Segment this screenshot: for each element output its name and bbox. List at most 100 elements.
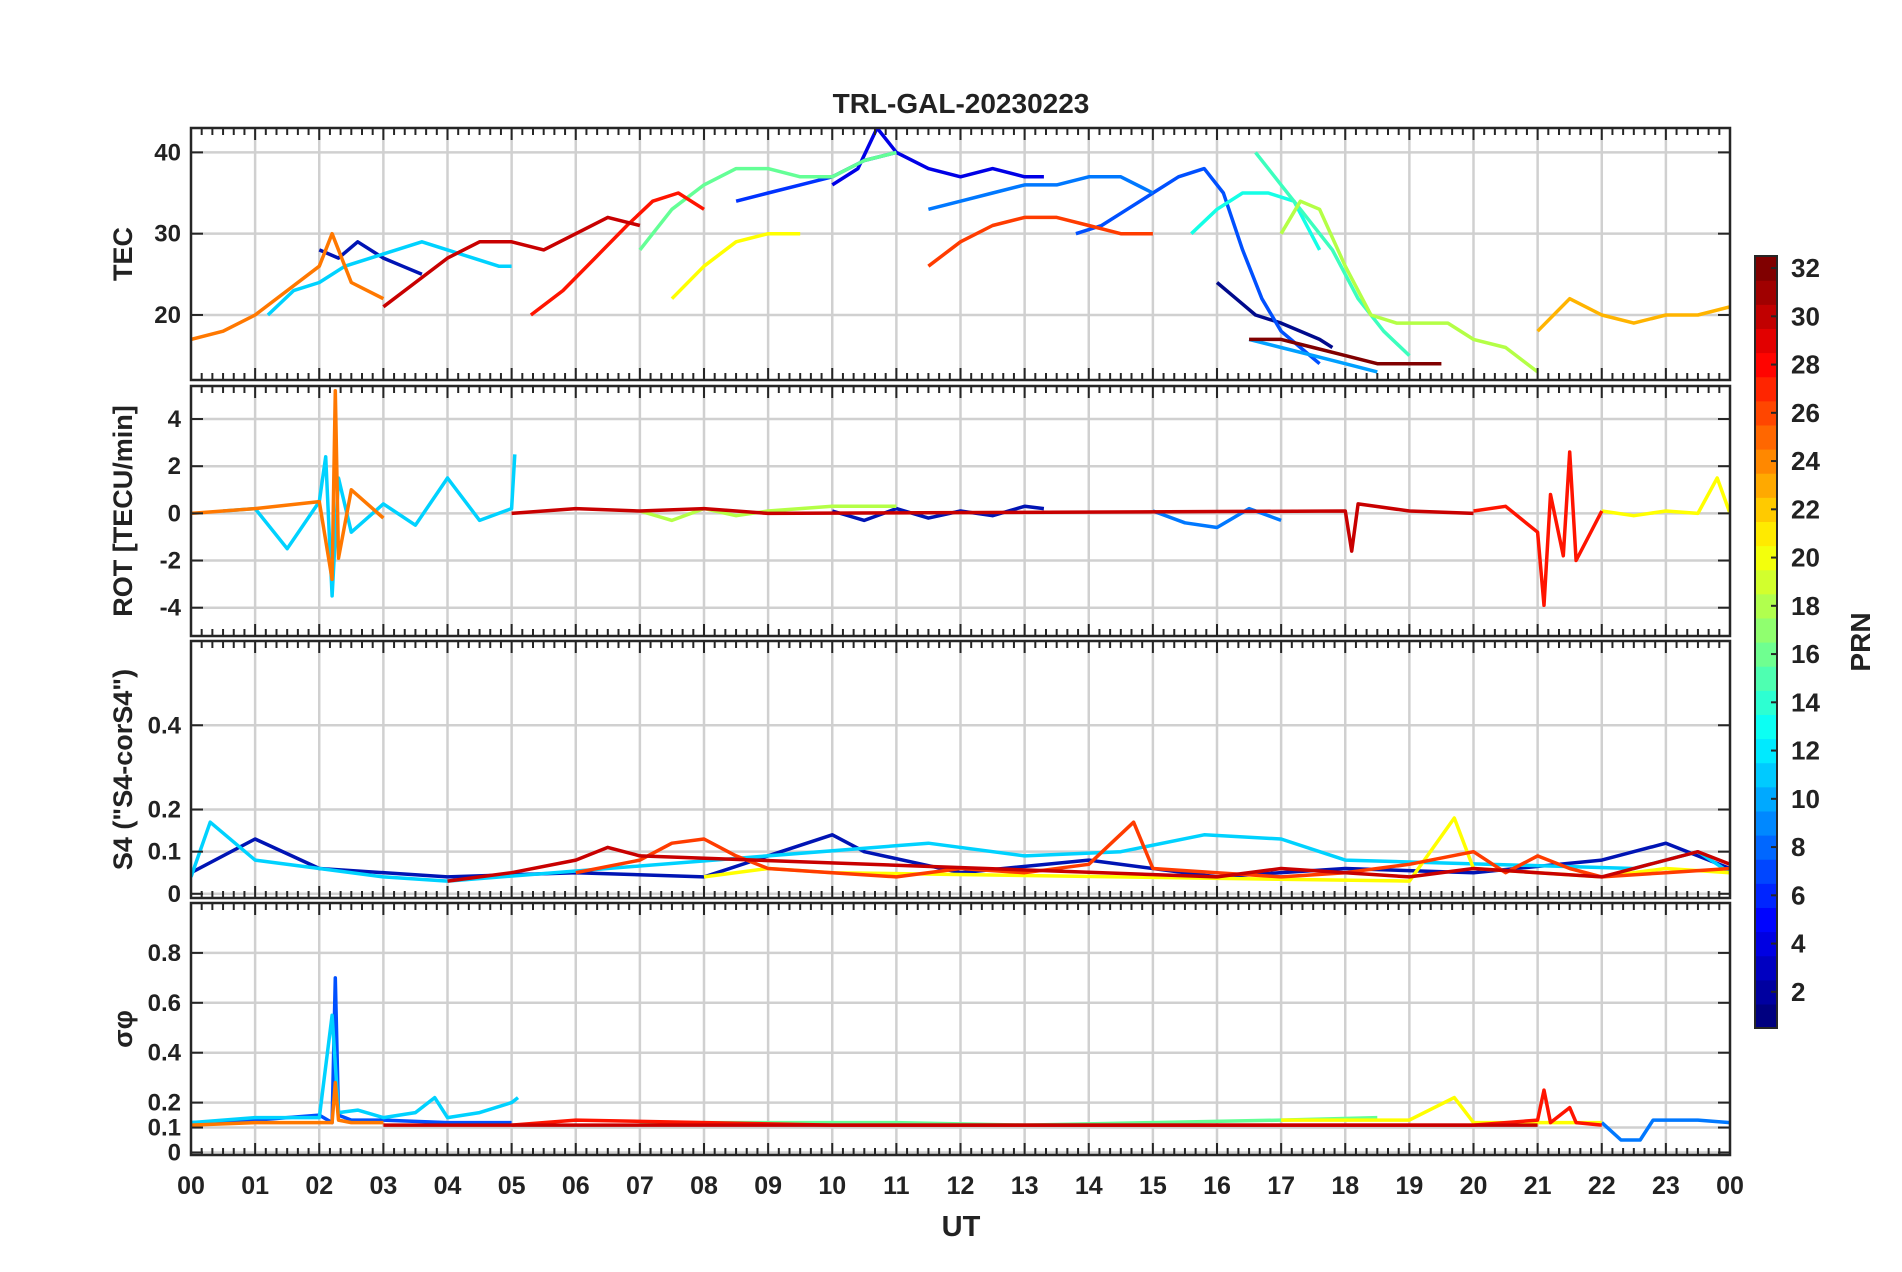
series-group bbox=[191, 816, 1730, 883]
colorbar-cell bbox=[1755, 883, 1777, 908]
x-tick-label: 01 bbox=[241, 1172, 269, 1200]
colorbar-cell bbox=[1755, 280, 1777, 305]
panel-1: -4 -2 0 2 4 ROT [TECU/min] bbox=[108, 384, 1732, 638]
x-tick-label: 22 bbox=[1588, 1172, 1616, 1200]
y-axis-label: σφ bbox=[108, 1010, 138, 1048]
colorbar-cell bbox=[1755, 449, 1777, 474]
y-tick-label: 4 bbox=[168, 406, 182, 433]
series-line-prn-27 bbox=[529, 191, 705, 317]
y-tick-label: 0.4 bbox=[148, 1040, 182, 1067]
colorbar-cell bbox=[1755, 376, 1777, 402]
colorbar-tick-label: 28 bbox=[1791, 350, 1820, 380]
series-line-prn-24 bbox=[191, 1080, 384, 1127]
y-axis-label: TEC bbox=[108, 227, 138, 281]
colorbar-cell bbox=[1755, 859, 1777, 884]
colorbar-cell bbox=[1755, 907, 1777, 933]
colorbar-cell bbox=[1755, 400, 1777, 426]
series-line-prn-8 bbox=[927, 175, 1154, 211]
colorbar-cell bbox=[1755, 738, 1777, 764]
x-tick-label: 00 bbox=[177, 1172, 205, 1200]
series-group bbox=[191, 388, 1730, 608]
colorbar-tick-label: 18 bbox=[1791, 591, 1820, 621]
x-axis-label: UT bbox=[942, 1211, 981, 1243]
colorbar-tick-label: 16 bbox=[1791, 639, 1820, 669]
x-tick-label: 04 bbox=[434, 1172, 462, 1200]
y-tick-label: 0.6 bbox=[148, 990, 181, 1017]
series-line-prn-18 bbox=[1279, 199, 1539, 374]
y-tick-label: -2 bbox=[160, 548, 181, 575]
x-tick-label: 17 bbox=[1267, 1172, 1295, 1200]
x-tick-labels: 00 01 02 03 04 05 06 07 08 09 10 11 12 13 14 15 16 17 18 19… bbox=[177, 1172, 1744, 1200]
y-tick-label: 0.2 bbox=[148, 797, 181, 824]
colorbar-tick-label: 14 bbox=[1791, 687, 1820, 717]
colorbar-cell bbox=[1755, 714, 1777, 740]
x-tick-label: 13 bbox=[1011, 1172, 1039, 1200]
panel-frame bbox=[189, 384, 1732, 638]
series-line-prn-30 bbox=[382, 215, 641, 309]
y-tick-label: 0 bbox=[168, 500, 181, 527]
colorbar-cell bbox=[1755, 328, 1777, 354]
series-line-prn-24 bbox=[191, 231, 385, 342]
colorbar-tick-label: 30 bbox=[1791, 301, 1820, 331]
colorbar-tick-label: 10 bbox=[1791, 784, 1820, 814]
series-line-prn-8 bbox=[1600, 1118, 1730, 1142]
colorbar-cell bbox=[1755, 931, 1777, 957]
x-tick-label: 06 bbox=[562, 1172, 590, 1200]
y-tick-label: 0.8 bbox=[148, 940, 181, 967]
y-tick-label: 30 bbox=[154, 221, 181, 248]
colorbar-cell bbox=[1755, 617, 1777, 643]
colorbar-cell bbox=[1755, 497, 1777, 522]
y-tick-label: 0 bbox=[168, 1140, 181, 1167]
y-tick-label: 0.4 bbox=[148, 712, 182, 739]
colorbar-cell bbox=[1755, 521, 1777, 547]
colorbar-frame bbox=[1754, 255, 1778, 1029]
y-tick-label: 0.2 bbox=[148, 1090, 181, 1117]
series-line-prn-12 bbox=[191, 1013, 520, 1125]
series-line-prn-3 bbox=[831, 128, 1044, 187]
colorbar-cell bbox=[1755, 762, 1777, 788]
series-line-prn-14 bbox=[1254, 151, 1411, 357]
x-tick-label: 15 bbox=[1139, 1172, 1167, 1200]
y-tick-label: -4 bbox=[160, 595, 182, 622]
colorbar-cell bbox=[1755, 424, 1777, 450]
series-line-prn-20 bbox=[1601, 476, 1730, 518]
x-tick-label: 14 bbox=[1075, 1172, 1103, 1200]
x-tick-label: 05 bbox=[498, 1172, 526, 1200]
panel-frame bbox=[189, 901, 1732, 1157]
y-tick-label: 0.1 bbox=[148, 1115, 181, 1142]
colorbar-cell bbox=[1755, 545, 1777, 571]
colorbar-cell bbox=[1755, 352, 1777, 378]
colorbar-cell bbox=[1755, 593, 1777, 619]
panel-frame bbox=[189, 639, 1732, 900]
x-tick-label: 19 bbox=[1395, 1172, 1423, 1200]
series-group bbox=[191, 128, 1730, 374]
x-tick-label: 21 bbox=[1524, 1172, 1552, 1200]
x-tick-label: 23 bbox=[1652, 1172, 1680, 1200]
series-line-prn-16 bbox=[638, 150, 897, 251]
colorbar-cell bbox=[1755, 786, 1777, 812]
series-line-prn-1 bbox=[1215, 281, 1334, 349]
panel-3: 00.10.2 0.4 0.6 0.8 σφ bbox=[108, 901, 1732, 1167]
colorbar-tick-label: 4 bbox=[1791, 929, 1806, 959]
colorbar-tick-label: 20 bbox=[1791, 543, 1820, 573]
colorbar-tick-label: 24 bbox=[1791, 446, 1820, 476]
y-tick-label: 40 bbox=[154, 139, 181, 166]
series-line-prn-22 bbox=[1536, 296, 1730, 333]
colorbar-cell bbox=[1755, 642, 1777, 667]
series-line-prn-2 bbox=[831, 504, 1045, 523]
series-line-prn-12 bbox=[191, 820, 1730, 883]
series-line-prn-20 bbox=[1281, 1095, 1602, 1125]
colorbar-cell bbox=[1755, 304, 1777, 329]
y-axis-label: ROT [TECU/min] bbox=[108, 405, 138, 616]
colorbar-cell bbox=[1755, 666, 1777, 691]
chart-title: TRL-GAL-20230223 bbox=[833, 88, 1090, 119]
series-line-prn-12 bbox=[266, 240, 512, 317]
colorbar-tick-label: 2 bbox=[1791, 977, 1805, 1007]
colorbar-tick-label: 26 bbox=[1791, 398, 1820, 428]
colorbar-cell bbox=[1755, 1003, 1777, 1029]
panel-2: 0 0.1 0.2 0.4 S4 ("S4-corS4") bbox=[108, 639, 1732, 908]
y-axis-label: S4 ("S4-corS4") bbox=[108, 669, 138, 870]
x-tick-label: 03 bbox=[369, 1172, 397, 1200]
colorbar-cell bbox=[1755, 835, 1777, 860]
